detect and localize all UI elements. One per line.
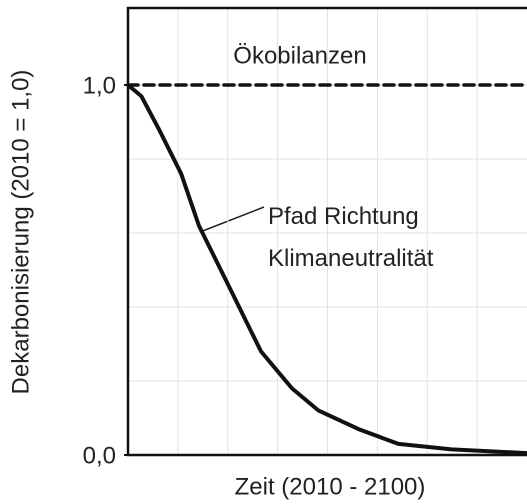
y-tick-label: 0,0 — [83, 442, 116, 469]
y-axis-label: Dekarbonisierung (2010 = 1,0) — [7, 70, 34, 395]
series-label: Ökobilanzen — [233, 42, 366, 69]
leader-line — [199, 206, 265, 233]
series-label: Pfad Richtung Klimaneutralität — [268, 203, 434, 272]
series-line — [126, 83, 527, 456]
y-tick-label: 1,0 — [83, 72, 116, 99]
x-axis-label: Zeit (2010 - 2100) — [235, 473, 426, 500]
plot-frame — [126, 6, 527, 457]
